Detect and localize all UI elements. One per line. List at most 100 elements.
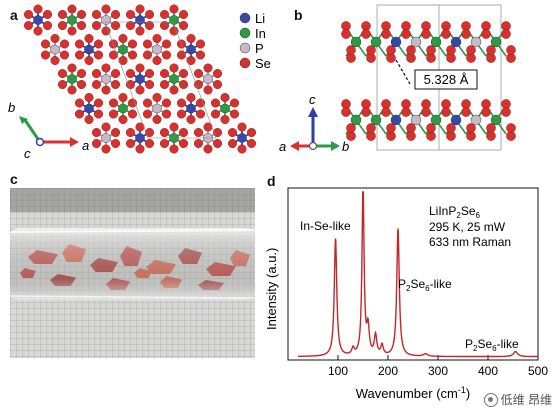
atom-se bbox=[501, 107, 511, 117]
atom-se bbox=[169, 144, 179, 154]
atom-se bbox=[426, 123, 436, 133]
wechat-icon bbox=[483, 392, 498, 407]
atom-se bbox=[210, 109, 220, 119]
atom-se bbox=[196, 109, 206, 119]
atom-li bbox=[135, 74, 145, 84]
atom-se bbox=[125, 127, 135, 137]
atom-se bbox=[381, 107, 391, 117]
atom-se bbox=[461, 107, 471, 117]
atom-in bbox=[350, 114, 362, 126]
atom-se bbox=[77, 21, 87, 31]
axis-a-b-label: b bbox=[8, 100, 15, 115]
atom-li bbox=[84, 44, 94, 55]
atom-se bbox=[60, 39, 70, 49]
atom-se bbox=[247, 127, 257, 137]
atom-se bbox=[426, 45, 436, 55]
atom-se bbox=[152, 34, 162, 44]
atom-se bbox=[40, 50, 50, 60]
atom-se bbox=[101, 26, 111, 36]
atom-se bbox=[111, 9, 121, 20]
x-tick-label: 100 bbox=[328, 364, 348, 378]
atom-se bbox=[179, 79, 189, 89]
axis-b-c-label: c bbox=[309, 92, 316, 107]
atom-se bbox=[108, 109, 118, 119]
atom-se bbox=[169, 4, 179, 14]
atom-se bbox=[159, 21, 169, 31]
atom-se bbox=[23, 21, 33, 31]
atom-se bbox=[74, 109, 84, 119]
atom-se bbox=[111, 127, 121, 137]
lattice-a bbox=[23, 4, 257, 154]
atom-se bbox=[84, 114, 94, 124]
axis-b-a-label: a bbox=[279, 139, 286, 154]
atom-se bbox=[135, 122, 145, 132]
x-axis-label: Wavenumber (cm-1) bbox=[356, 385, 470, 401]
atom-se bbox=[481, 29, 491, 39]
atom-se bbox=[142, 39, 152, 49]
atom-se bbox=[152, 56, 162, 66]
atom-se bbox=[125, 9, 135, 20]
atom-se bbox=[84, 56, 94, 66]
atom-se bbox=[213, 79, 223, 89]
atom-se bbox=[159, 79, 169, 89]
crystal-structure-side-view: 5.328 Å c a b bbox=[279, 4, 516, 154]
atom-se bbox=[227, 127, 237, 137]
atom-se bbox=[135, 85, 145, 95]
annotation-in-se-like: In-Se-like bbox=[300, 219, 351, 233]
atom-se bbox=[33, 26, 43, 36]
atom-se bbox=[142, 50, 152, 60]
interlayer-spacing-label: 5.328 Å bbox=[424, 72, 469, 87]
atom-se bbox=[94, 109, 104, 119]
atom-se bbox=[67, 85, 77, 95]
atom-se bbox=[94, 50, 104, 60]
atom-se bbox=[169, 122, 179, 132]
atom-in bbox=[430, 36, 442, 48]
compound-formula: LiInP2Se6 bbox=[429, 204, 481, 220]
atom-se bbox=[159, 127, 169, 137]
atom-se bbox=[481, 107, 491, 117]
atom-se bbox=[43, 21, 53, 31]
atom-se bbox=[466, 45, 476, 55]
atom-se bbox=[101, 4, 111, 14]
atom-li bbox=[135, 15, 145, 25]
atom-se bbox=[135, 63, 145, 73]
atom-se bbox=[57, 68, 67, 78]
x-tick-label: 400 bbox=[478, 364, 498, 378]
atom-in bbox=[490, 114, 502, 126]
atom-se bbox=[23, 9, 33, 20]
atom-se bbox=[421, 29, 431, 39]
legend-label-li: Li bbox=[255, 11, 265, 26]
atom-se bbox=[84, 92, 94, 102]
atom-se bbox=[213, 68, 223, 78]
atom-se bbox=[203, 63, 213, 73]
atom-se bbox=[220, 92, 230, 102]
atom-se bbox=[118, 34, 128, 44]
atom-se bbox=[91, 21, 101, 31]
atom-se bbox=[227, 138, 237, 148]
atom-se bbox=[162, 50, 172, 60]
atom-se bbox=[386, 123, 396, 133]
atom-in bbox=[118, 44, 128, 55]
legend-label-se: Se bbox=[255, 56, 271, 71]
atom-p bbox=[203, 74, 213, 84]
atom-se bbox=[40, 39, 50, 49]
atom-se bbox=[220, 114, 230, 124]
atom-se bbox=[43, 9, 53, 20]
measurement-conditions-2: 633 nm Raman bbox=[429, 235, 511, 249]
panel-label-a: a bbox=[10, 7, 18, 23]
atom-se bbox=[441, 29, 451, 39]
atom-se bbox=[361, 29, 371, 39]
measurement-conditions-1: 295 K, 25 mW bbox=[429, 220, 506, 234]
atom-se bbox=[186, 114, 196, 124]
atom-se bbox=[50, 56, 60, 66]
atom-in bbox=[370, 114, 382, 126]
legend-label-p: P bbox=[255, 41, 264, 56]
atom-in bbox=[169, 74, 179, 84]
atom-se bbox=[77, 79, 87, 89]
atom-se bbox=[159, 138, 169, 148]
atom-se bbox=[196, 39, 206, 49]
atom-p bbox=[152, 44, 162, 55]
atom-se bbox=[366, 123, 376, 133]
atom-se bbox=[203, 144, 213, 154]
atom-se bbox=[179, 9, 189, 20]
